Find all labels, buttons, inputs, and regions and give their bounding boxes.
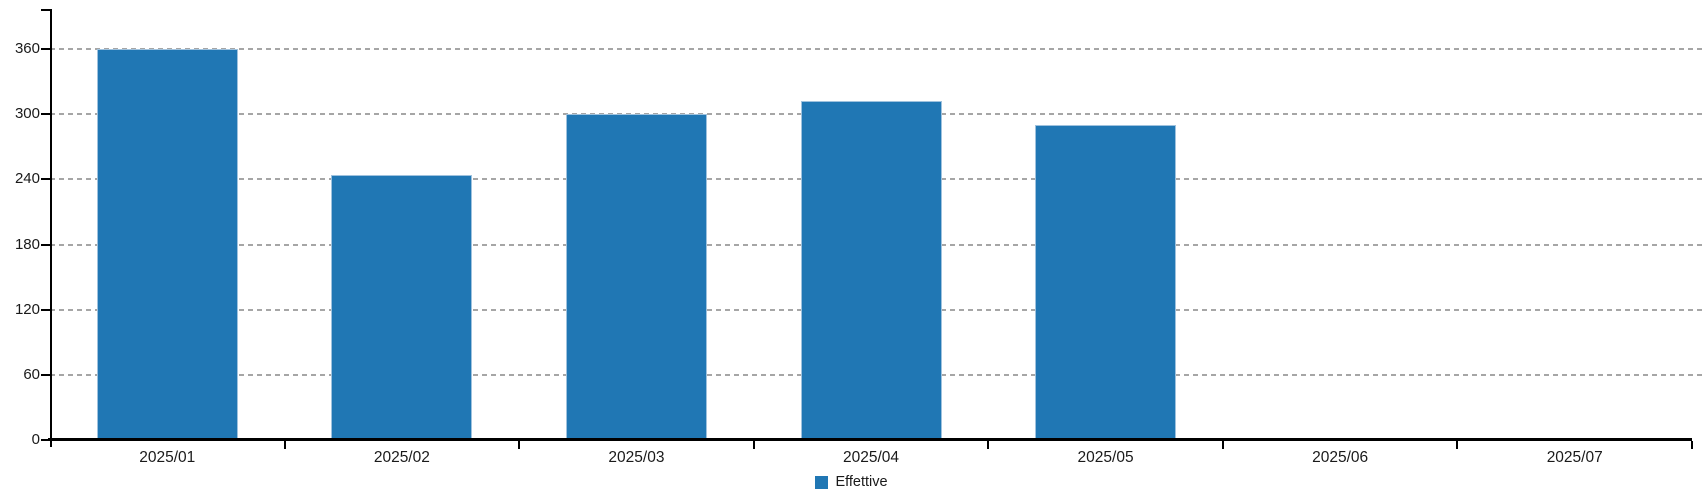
y-axis-line xyxy=(50,9,52,447)
y-axis-tick xyxy=(41,439,51,441)
x-axis-tick xyxy=(987,441,990,449)
x-axis-tick xyxy=(1221,441,1224,449)
legend-swatch-icon xyxy=(815,475,829,489)
gridline-360 xyxy=(50,48,1703,50)
y-axis-tick xyxy=(41,373,51,376)
bar-2025/01[interactable] xyxy=(96,49,238,440)
y-axis-tick-label: 240 xyxy=(14,170,40,188)
legend-label: Effettive xyxy=(835,474,888,490)
y-axis-tick-label: 360 xyxy=(14,40,40,57)
x-axis-tick xyxy=(518,441,521,449)
y-axis-tick xyxy=(41,243,51,246)
y-axis-tick xyxy=(41,308,51,311)
y-axis-tick-label: 300 xyxy=(14,105,40,123)
bar-2025/05[interactable] xyxy=(1035,125,1177,440)
y-axis-tick xyxy=(41,113,51,116)
y-axis-tick xyxy=(41,48,51,50)
y-axis-tick-label: 60 xyxy=(23,365,40,383)
x-axis-category-label: 2025/03 xyxy=(608,449,665,466)
y-axis-tick-label: 120 xyxy=(14,300,40,318)
x-axis-tick xyxy=(1691,441,1693,449)
legend-item-effettive[interactable]: Effettive xyxy=(0,474,1703,490)
x-axis-category-label: 2025/01 xyxy=(139,449,196,466)
y-axis-tick xyxy=(41,178,51,181)
x-axis-category-label: 2025/07 xyxy=(1546,449,1603,466)
bar-2025/04[interactable] xyxy=(800,101,942,440)
y-axis-tick-label: 0 xyxy=(31,431,40,448)
x-axis-category-label: 2025/05 xyxy=(1077,449,1134,466)
x-axis-line xyxy=(48,438,1692,441)
x-axis-category-label: 2025/02 xyxy=(373,449,430,466)
x-axis-category-label: 2025/04 xyxy=(842,449,899,466)
x-axis-tick xyxy=(1456,441,1459,449)
x-axis-tick xyxy=(752,441,755,449)
x-axis-category-label: 2025/06 xyxy=(1312,449,1369,466)
x-axis-tick xyxy=(283,441,286,449)
bar-2025/03[interactable] xyxy=(565,114,707,440)
y-axis-tick-label: 180 xyxy=(14,235,40,253)
bar-2025/02[interactable] xyxy=(331,174,473,440)
y-axis-end-tick xyxy=(41,9,51,11)
